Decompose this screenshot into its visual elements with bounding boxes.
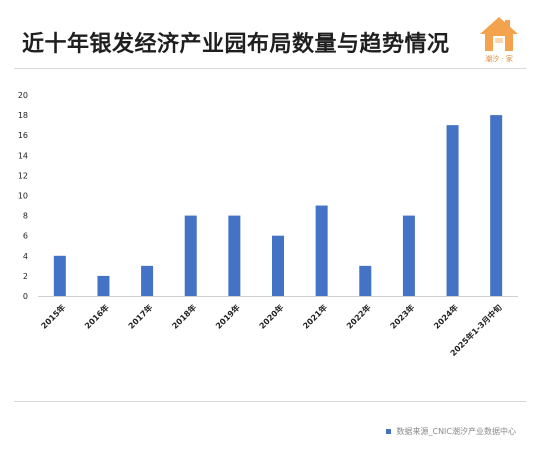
y-tick-label: 10 xyxy=(18,192,28,201)
x-tick-label: 2017年 xyxy=(126,302,154,330)
bar xyxy=(402,215,415,296)
x-tick-label: 2021年 xyxy=(301,302,329,330)
bar xyxy=(490,115,503,296)
bar xyxy=(272,235,284,296)
x-tick-label: 2022年 xyxy=(344,302,372,330)
bar xyxy=(315,205,328,296)
bar xyxy=(359,265,372,296)
source-note: 数据来源_CNIC潮汐产业数据中心 xyxy=(386,426,516,437)
y-tick-label: 20 xyxy=(18,91,28,100)
source-text: 数据来源_CNIC潮汐产业数据中心 xyxy=(396,427,516,436)
x-tick-label: 2020年 xyxy=(257,302,285,330)
bar xyxy=(53,255,66,296)
top-divider xyxy=(14,68,526,69)
x-tick-label: 2015年 xyxy=(39,302,67,330)
bar-chart: 0 2 4 6 8 10 12 14 16 18 20 2015年 2016年 2017年 2018年 201… xyxy=(18,91,518,358)
bar xyxy=(228,215,241,296)
y-tick-label: 0 xyxy=(23,292,28,301)
bottom-divider xyxy=(14,401,526,402)
y-tick-label: 18 xyxy=(18,111,28,120)
logo: 潮汐 · 家 xyxy=(477,14,521,66)
x-tick-label: 2016年 xyxy=(82,302,110,330)
x-tick-label: 2024年 xyxy=(431,302,459,330)
bar xyxy=(184,215,197,296)
logo-text: 潮汐 · 家 xyxy=(485,55,513,63)
bar xyxy=(141,265,154,296)
y-tick-label: 4 xyxy=(23,252,28,261)
y-tick-label: 16 xyxy=(18,131,28,140)
legend-swatch xyxy=(386,429,392,434)
y-tick-label: 8 xyxy=(23,212,28,221)
x-tick-label: 2019年 xyxy=(213,302,241,330)
y-tick-label: 12 xyxy=(18,171,28,180)
x-tick-label: 2023年 xyxy=(388,302,416,330)
bar xyxy=(97,275,110,296)
chart-title: 近十年银发经济产业园布局数量与趋势情况 xyxy=(22,32,450,57)
x-tick-label: 2018年 xyxy=(170,302,198,330)
y-tick-label: 14 xyxy=(18,151,28,160)
y-tick-label: 2 xyxy=(23,272,28,281)
bar xyxy=(446,125,459,297)
y-tick-label: 6 xyxy=(23,232,28,241)
house-icon xyxy=(480,17,518,51)
